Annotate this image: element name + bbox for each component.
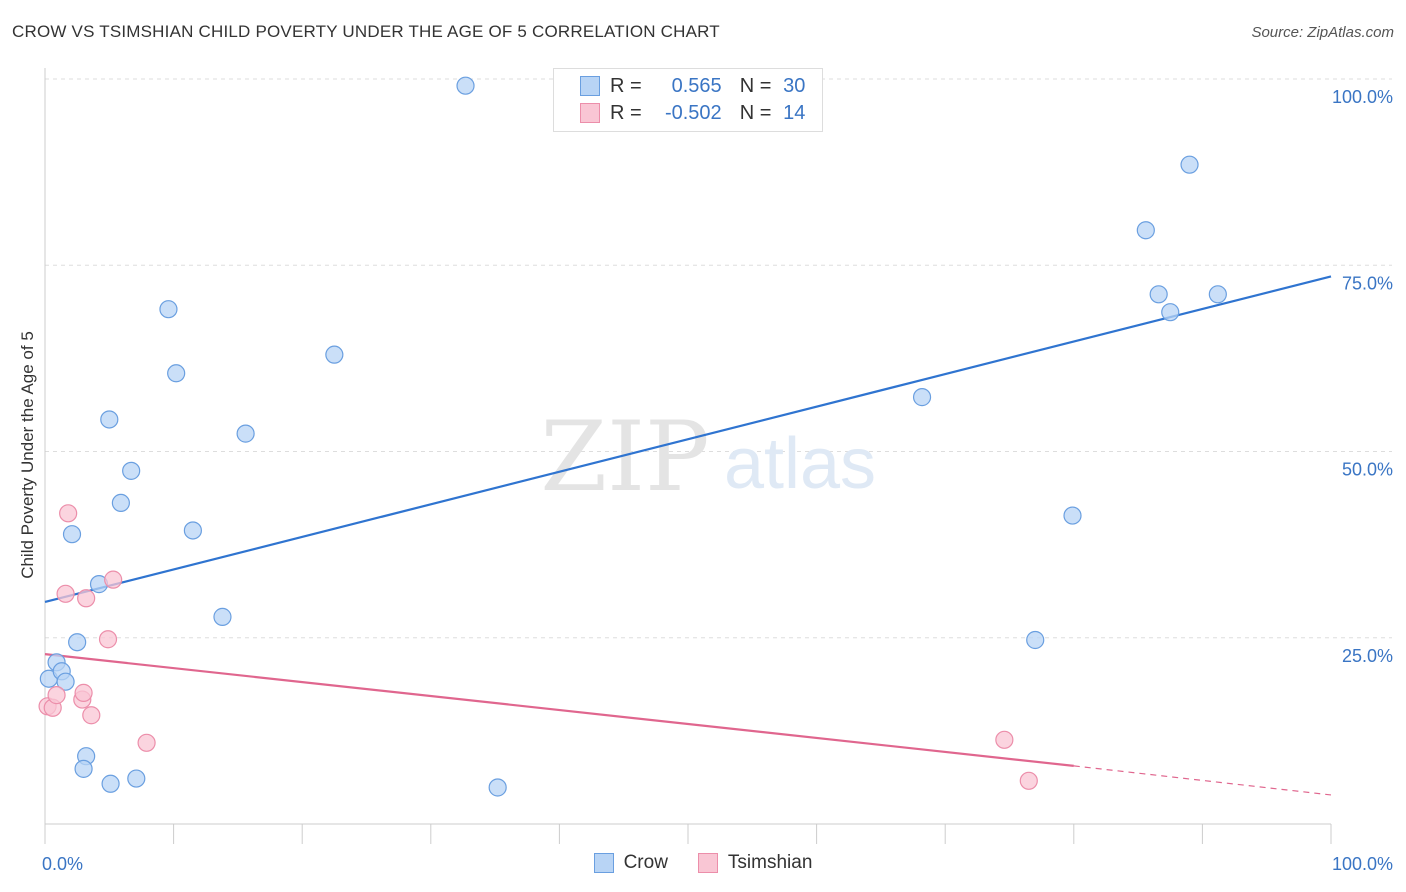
gridlines [45,78,1392,639]
crow-r-value: 0.565 [671,74,722,97]
y-axis-label: Child Poverty Under the Age of 5 [18,331,37,579]
crow-swatch [580,76,600,96]
crow-r-label: R = [610,74,642,97]
x-tick-label-right: 100.0% [1332,854,1393,874]
crow-point-12 [122,461,141,480]
data-points [38,76,1227,797]
crow-point-28 [1180,155,1199,174]
tsimshian-point-13 [1019,771,1038,790]
stats-box: R = 0.565 N = 30 R = -0.502 N = 14 [553,68,823,132]
y-tick-label-50: 50.0% [1342,460,1393,480]
chart-title: CROW VS TSIMSHIAN CHILD POVERTY UNDER TH… [12,22,720,41]
legend-swatch-tsimshian [697,853,718,873]
tsimshian-swatch [580,103,600,123]
tsimshian-point-10 [104,570,123,589]
tick-labels: 25.0% 50.0% 75.0% 100.0% 0.0% 100.0% [42,87,1393,874]
tsimshian-r-label: R = [610,101,642,124]
crow-point-15 [167,364,186,383]
trend-lines [44,275,1332,796]
crow-point-17 [213,607,232,626]
trend-line-crow [44,275,1332,604]
crow-n-value: 30 [783,74,806,97]
crow-point-19 [325,345,344,364]
crow-point-22 [912,388,932,407]
axes [44,68,1332,844]
crow-point-26 [1149,285,1168,304]
tsimshian-point-2 [47,686,66,705]
y-tick-label-25: 25.0% [1342,646,1393,666]
tsimshian-point-11 [137,733,156,752]
crow-point-24 [1063,506,1082,525]
watermark: ZIP atlas [540,401,876,513]
watermark-zip: ZIP [540,401,709,513]
crow-point-3 [56,672,75,691]
crow-point-9 [100,410,119,429]
crow-point-20 [456,76,475,95]
tsimshian-point-6 [74,683,93,702]
legend-item-crow[interactable]: Crow [593,852,668,874]
tsimshian-point-7 [77,589,96,608]
tsimshian-n-label: N = [739,101,772,124]
crow-point-5 [68,633,87,652]
legend-item-tsimshian[interactable]: Tsimshian [697,852,813,874]
stats-row-crow: R = 0.565 N = 30 [554,73,805,99]
tsimshian-point-8 [82,706,101,725]
source-label: Source: ZipAtlas.com [1251,24,1394,41]
tsimshian-r-value: -0.502 [664,101,722,124]
tsimshian-point-12 [995,730,1014,749]
crow-point-27 [1161,303,1180,322]
trend-line-tsimshian [44,653,1074,767]
legend-label-crow: Crow [623,852,668,873]
watermark-atlas: atlas [724,424,876,504]
crow-point-10 [101,774,120,793]
crow-point-21 [488,778,507,797]
crow-n-label: N = [739,74,772,97]
crow-point-18 [236,424,255,443]
legend-swatch-crow [593,853,614,873]
crow-point-23 [1026,630,1045,650]
y-tick-label-75: 75.0% [1342,273,1393,293]
tsimshian-point-4 [59,504,78,523]
tsimshian-point-3 [56,584,75,603]
crow-point-7 [74,759,93,778]
tsimshian-n-value: 14 [783,101,806,124]
crow-point-29 [1208,285,1227,304]
x-tick-label-left: 0.0% [42,854,83,874]
crow-point-11 [111,493,130,513]
crow-point-25 [1136,221,1155,240]
y-tick-label-100: 100.0% [1332,87,1393,107]
crow-point-4 [62,525,82,544]
legend: Crow Tsimshian [0,852,1406,874]
trend-line-tsimshian-extrapolated [1073,765,1332,796]
legend-label-tsimshian: Tsimshian [727,852,813,873]
tsimshian-point-9 [98,630,118,649]
stats-row-tsimshian: R = -0.502 N = 14 [554,100,805,126]
crow-point-14 [159,300,178,319]
crow-point-16 [183,521,202,540]
crow-point-13 [127,769,146,788]
